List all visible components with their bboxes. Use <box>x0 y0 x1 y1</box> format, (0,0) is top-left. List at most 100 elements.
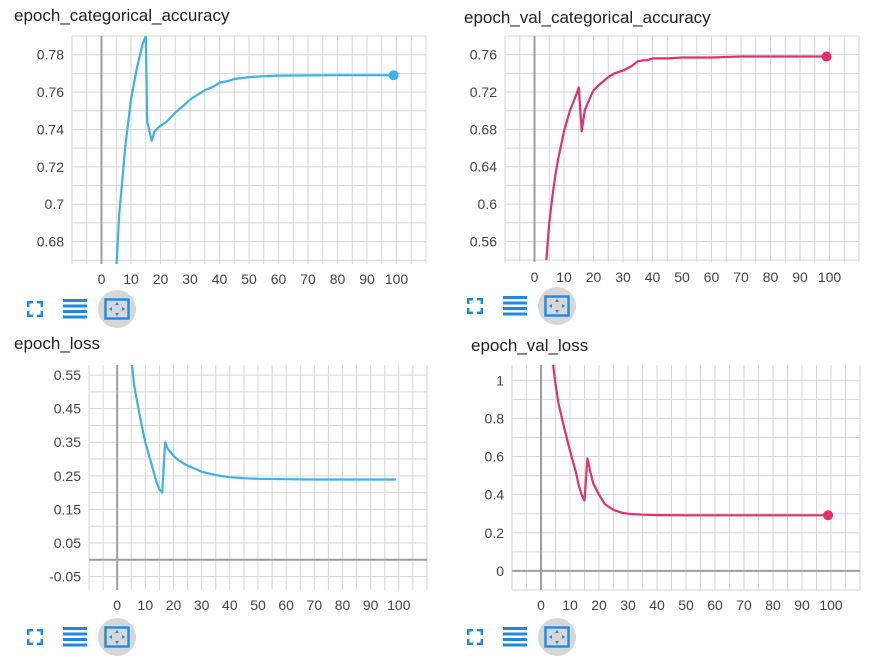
y-tick-label: -0.05 <box>49 569 81 585</box>
chart-plot: 0.68 0.7 0.72 0.74 0.76 0.78 0 10 20 30 40 50 60 70 80… <box>37 35 427 287</box>
series-end-point <box>388 70 399 81</box>
x-tick-label: 60 <box>278 597 294 613</box>
y-tick-label: 0.68 <box>37 234 64 250</box>
x-tick-label: 20 <box>153 271 169 287</box>
fit-domain-icon <box>104 298 130 320</box>
fit-domain-button[interactable] <box>98 618 136 656</box>
x-tick-label: 50 <box>674 269 690 285</box>
data-table-icon <box>503 296 527 316</box>
x-tick-label: 10 <box>123 271 139 287</box>
y-tick-label: 0.35 <box>54 434 81 450</box>
x-tick-label: 100 <box>819 597 843 613</box>
y-tick-label: 0.68 <box>470 121 497 137</box>
y-tick-label: 0.56 <box>470 233 497 249</box>
x-tick-label: 0 <box>113 597 121 613</box>
chart-toolbar <box>18 290 142 328</box>
chart-panel-epoch-loss: epoch_loss -0.05 0.05 0.15 0.25 0.35 0.45 0.55… <box>0 326 440 656</box>
y-tick-label: 0.6 <box>485 449 505 465</box>
fit-domain-icon <box>544 295 570 317</box>
x-tick-label: 60 <box>271 271 287 287</box>
expand-button[interactable] <box>18 292 52 326</box>
fit-domain-icon <box>544 626 570 648</box>
x-tick-label: 40 <box>212 271 228 287</box>
y-tick-label: 0.6 <box>478 196 498 212</box>
expand-button[interactable] <box>18 620 52 654</box>
data-table-button[interactable] <box>58 292 92 326</box>
x-tick-label: 30 <box>182 271 198 287</box>
y-tick-label: 0.72 <box>37 159 64 175</box>
expand-button[interactable] <box>458 289 492 323</box>
chart-toolbar <box>458 618 582 656</box>
chart-plot: -0.05 0.05 0.15 0.25 0.35 0.45 0.55 0 10 20 30 40 50… <box>49 365 428 613</box>
series-line <box>545 55 827 261</box>
x-tick-label: 100 <box>818 269 842 285</box>
x-tick-label: 50 <box>241 271 257 287</box>
x-tick-label: 80 <box>763 269 779 285</box>
chart-title: epoch_loss <box>14 334 101 353</box>
chart-title: epoch_val_loss <box>471 336 589 355</box>
y-tick-label: 0.55 <box>54 367 81 383</box>
y-tick-label: 0.25 <box>54 468 81 484</box>
x-tick-label: 30 <box>615 269 631 285</box>
y-tick-label: 0.8 <box>485 410 505 426</box>
x-tick-label: 0 <box>98 271 106 287</box>
chart-plot: 00.20.40.60.810 10 20 30 40 50 60 70 80 90 100 <box>485 365 861 613</box>
chart-plot: 0.56 0.6 0.64 0.68 0.72 0.76 0 10 20 30 40 50 60 70 80… <box>470 35 860 285</box>
y-tick-label: 0.15 <box>54 501 81 517</box>
chart-panel-epoch-val-categorical-accuracy: epoch_val_categorical_accuracy 0.56 0.6 0.… <box>440 0 879 326</box>
x-tick-label: 40 <box>645 269 661 285</box>
data-table-button[interactable] <box>498 289 532 323</box>
x-tick-label: 70 <box>733 269 749 285</box>
series-end-point <box>823 510 834 521</box>
x-tick-label: 30 <box>620 597 636 613</box>
expand-icon <box>466 297 484 315</box>
y-tick-label: 0.72 <box>470 84 497 100</box>
series-line <box>551 365 829 517</box>
series-line <box>130 365 396 494</box>
y-tick-label: 0.74 <box>37 121 64 137</box>
fit-domain-button[interactable] <box>538 287 576 325</box>
data-table-icon <box>503 627 527 647</box>
expand-icon <box>26 300 44 318</box>
expand-icon <box>26 628 44 646</box>
x-tick-label: 90 <box>792 269 808 285</box>
y-tick-label: 0 <box>496 563 504 579</box>
x-tick-label: 40 <box>222 597 238 613</box>
x-tick-label: 80 <box>765 597 781 613</box>
data-table-button[interactable] <box>58 620 92 654</box>
x-tick-label: 90 <box>363 597 379 613</box>
x-tick-label: 60 <box>704 269 720 285</box>
chart-title: epoch_val_categorical_accuracy <box>464 8 711 27</box>
x-tick-label: 40 <box>649 597 665 613</box>
chart-toolbar <box>18 618 142 656</box>
y-tick-label: 0.05 <box>54 535 81 551</box>
x-tick-label: 70 <box>300 271 316 287</box>
data-table-icon <box>63 627 87 647</box>
y-tick-label: 0.78 <box>37 47 64 63</box>
x-tick-label: 50 <box>678 597 694 613</box>
chart-toolbar <box>458 287 582 325</box>
x-tick-label: 90 <box>794 597 810 613</box>
data-table-icon <box>63 299 87 319</box>
x-tick-label: 10 <box>562 597 578 613</box>
x-tick-label: 80 <box>335 597 351 613</box>
x-tick-label: 100 <box>387 597 411 613</box>
data-table-button[interactable] <box>498 620 532 654</box>
y-tick-label: 0.64 <box>470 159 497 175</box>
y-tick-label: 1 <box>496 372 504 388</box>
x-tick-label: 80 <box>330 271 346 287</box>
x-tick-label: 0 <box>531 269 539 285</box>
chart-panel-epoch-categorical-accuracy: epoch_categorical_accuracy 0.68 0.7 0.72 0.… <box>0 0 440 328</box>
series-end-point <box>821 51 832 62</box>
fit-domain-button[interactable] <box>538 618 576 656</box>
x-tick-label: 70 <box>307 597 323 613</box>
x-tick-label: 0 <box>537 597 545 613</box>
x-tick-label: 100 <box>385 271 409 287</box>
y-tick-label: 0.7 <box>45 196 65 212</box>
y-tick-label: 0.4 <box>485 487 505 503</box>
expand-button[interactable] <box>458 620 492 654</box>
x-tick-label: 10 <box>138 597 154 613</box>
x-tick-label: 20 <box>591 597 607 613</box>
fit-domain-button[interactable] <box>98 290 136 328</box>
x-tick-label: 60 <box>707 597 723 613</box>
